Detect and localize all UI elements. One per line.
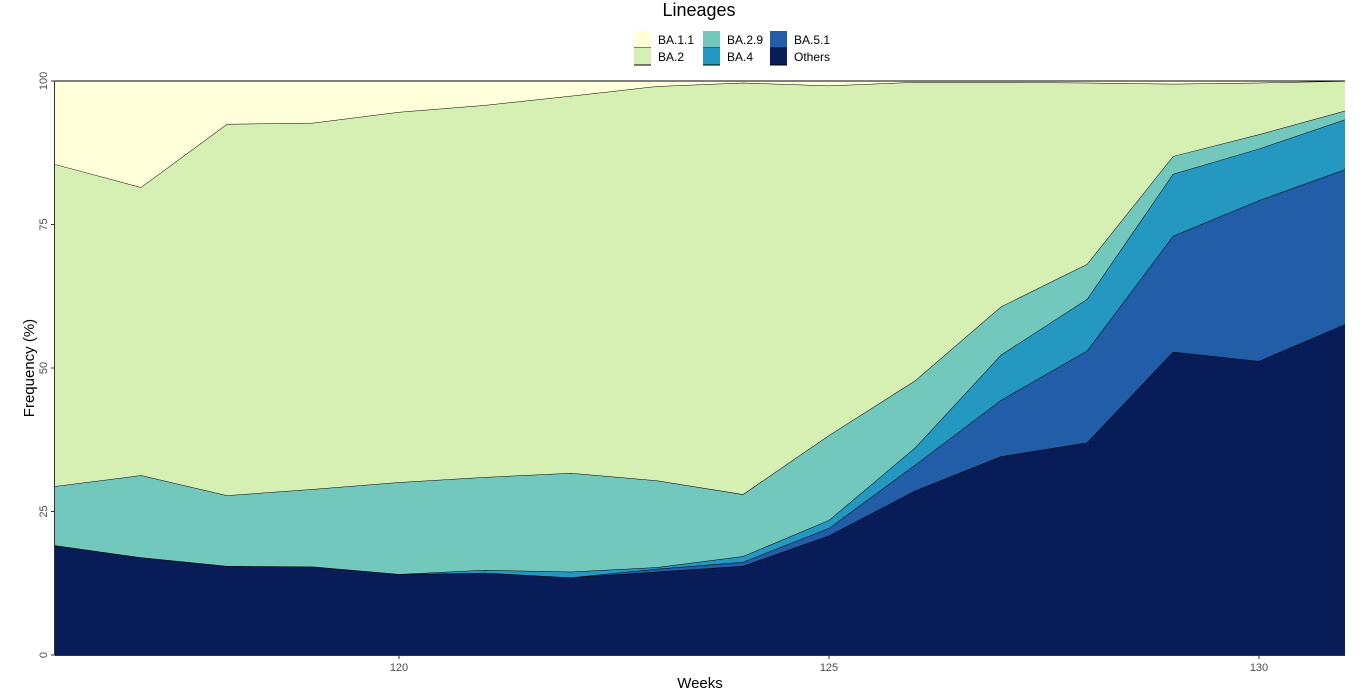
x-tick-label: 120 xyxy=(390,662,408,674)
legend-label-others: Others xyxy=(794,50,830,64)
area-ba-2 xyxy=(55,81,1345,496)
y-axis-title: Frequency (%) xyxy=(21,319,38,417)
y-tick-label: 75 xyxy=(38,218,50,230)
legend-label-ba-5-1: BA.5.1 xyxy=(794,33,830,47)
legend-key-others xyxy=(770,48,787,65)
y-tick-label: 0 xyxy=(38,652,50,658)
chart-areas xyxy=(54,80,1346,655)
legend: BA.1.1 BA.2 BA.2.9 BA.4 BA.5.1 Others xyxy=(634,31,830,66)
x-axis-title: Weeks xyxy=(677,675,723,692)
legend-key-ba-2 xyxy=(634,48,651,65)
y-tick-label: 50 xyxy=(38,362,50,374)
legend-label-ba-2: BA.2 xyxy=(658,50,684,64)
legend-key-ba-4 xyxy=(703,48,720,65)
legend-label-ba-2-9: BA.2.9 xyxy=(727,33,763,47)
x-tick-label: 125 xyxy=(820,662,838,674)
area-ba-4 xyxy=(55,119,1345,578)
area-ba-2-9 xyxy=(55,110,1345,575)
area-ba-1-1 xyxy=(55,81,1345,188)
legend-key-ba-2-9 xyxy=(703,31,720,48)
legend-label-ba-1-1: BA.1.1 xyxy=(658,33,694,47)
legend-label-ba-4: BA.4 xyxy=(727,50,753,64)
legend-key-ba-5-1 xyxy=(770,31,787,48)
legend-key-ba-1-1 xyxy=(634,31,651,48)
legend-title: Lineages xyxy=(662,0,735,20)
y-axis: 0 25 50 75 100 xyxy=(38,72,55,658)
x-tick-label: 130 xyxy=(1250,662,1268,674)
y-tick-label: 25 xyxy=(38,505,50,517)
y-tick-label: 100 xyxy=(38,72,50,90)
x-axis: 120 125 130 xyxy=(55,655,1345,674)
area-ba-5-1 xyxy=(55,169,1345,578)
